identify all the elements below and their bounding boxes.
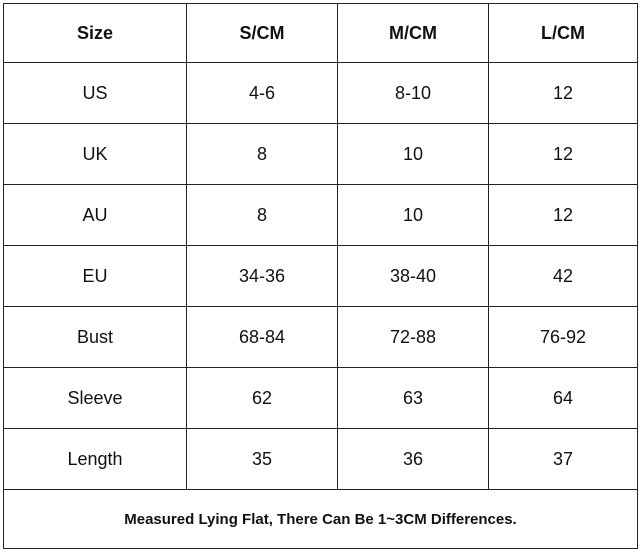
table-cell: 42 (488, 245, 638, 307)
table-body: US 4-6 8-10 12 UK 8 10 12 AU 8 10 12 EU 34-36 38-40 42 B… (3, 62, 638, 490)
footer-note: Measured Lying Flat, There Can Be 1~3CM … (3, 489, 638, 549)
table-cell: 35 (186, 428, 338, 490)
footer-row: Measured Lying Flat, There Can Be 1~3CM … (3, 489, 638, 549)
table-cell: 12 (488, 184, 638, 246)
table-cell: 4-6 (186, 62, 338, 124)
table-cell: 72-88 (337, 306, 489, 368)
header-cell: L/CM (488, 3, 638, 63)
table-cell: 36 (337, 428, 489, 490)
table-cell: 12 (488, 62, 638, 124)
table-row: AU 8 10 12 (3, 184, 638, 246)
table-cell: 76-92 (488, 306, 638, 368)
table-cell: 38-40 (337, 245, 489, 307)
table-cell: 8 (186, 123, 338, 185)
table-row: Length 35 36 37 (3, 428, 638, 490)
table-cell: 34-36 (186, 245, 338, 307)
row-label: US (3, 62, 187, 124)
table-cell: 10 (337, 184, 489, 246)
row-label: Sleeve (3, 367, 187, 429)
row-label: UK (3, 123, 187, 185)
header-cell: Size (3, 3, 187, 63)
table-row: Sleeve 62 63 64 (3, 367, 638, 429)
size-table: Size S/CM M/CM L/CM US 4-6 8-10 12 UK 8 10 12 AU 8 10… (3, 3, 638, 549)
header-row: Size S/CM M/CM L/CM (3, 3, 638, 63)
row-label: EU (3, 245, 187, 307)
table-row: UK 8 10 12 (3, 123, 638, 185)
table-cell: 8 (186, 184, 338, 246)
table-cell: 37 (488, 428, 638, 490)
table-cell: 62 (186, 367, 338, 429)
table-row: EU 34-36 38-40 42 (3, 245, 638, 307)
row-label: Length (3, 428, 187, 490)
row-label: AU (3, 184, 187, 246)
table-cell: 10 (337, 123, 489, 185)
table-row: Bust 68-84 72-88 76-92 (3, 306, 638, 368)
table-cell: 68-84 (186, 306, 338, 368)
table-cell: 12 (488, 123, 638, 185)
table-cell: 64 (488, 367, 638, 429)
header-cell: M/CM (337, 3, 489, 63)
table-cell: 8-10 (337, 62, 489, 124)
table-row: US 4-6 8-10 12 (3, 62, 638, 124)
row-label: Bust (3, 306, 187, 368)
header-cell: S/CM (186, 3, 338, 63)
table-cell: 63 (337, 367, 489, 429)
